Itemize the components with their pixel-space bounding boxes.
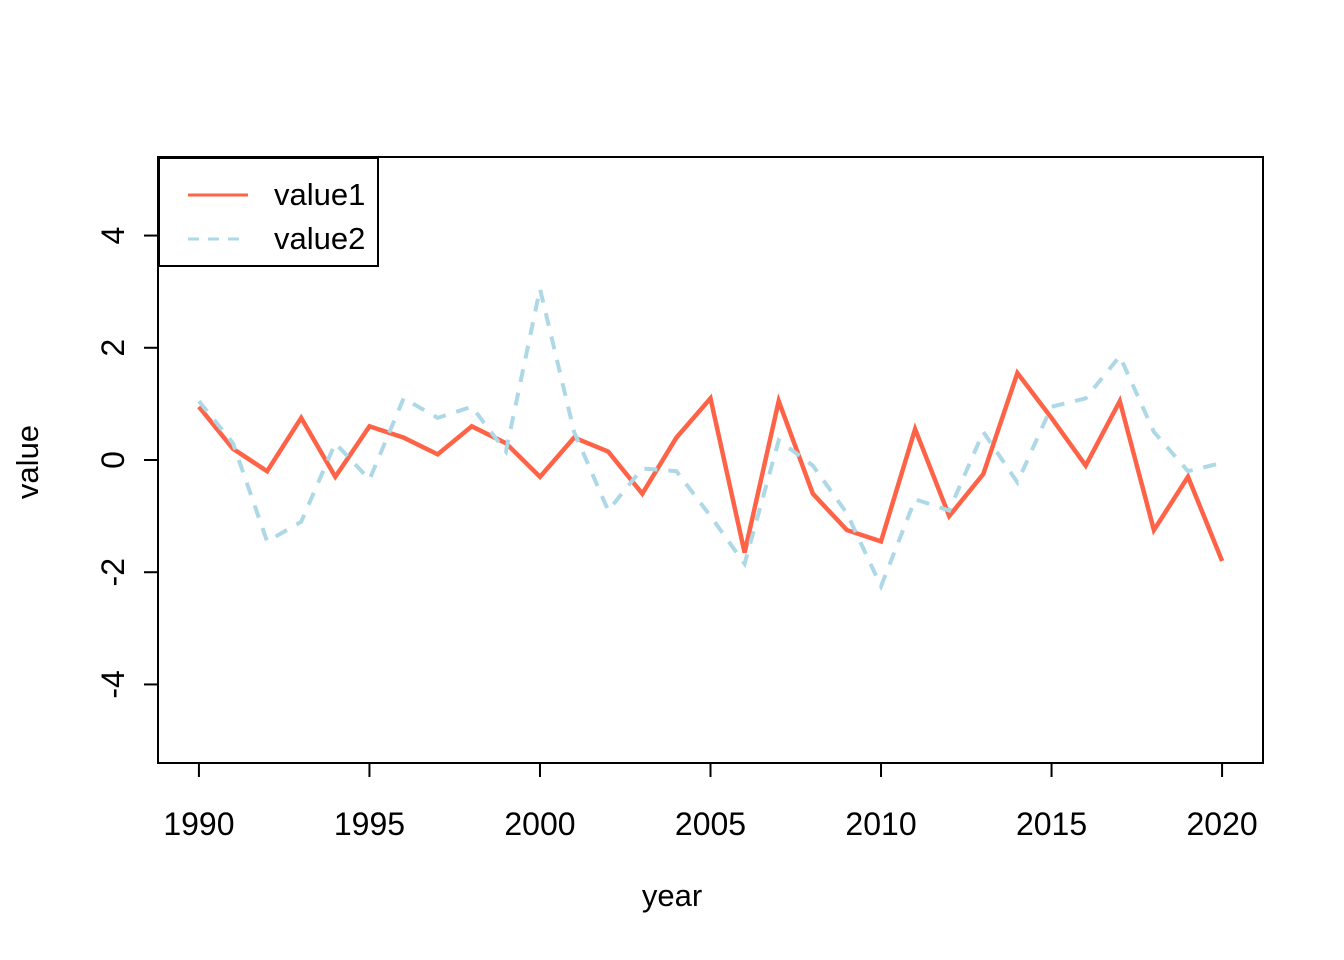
legend-line-sample-dashed	[188, 237, 248, 241]
y-tick-label: -4	[95, 670, 131, 698]
legend-box: value1 value2	[158, 157, 379, 267]
series-value2-line	[197, 288, 1223, 592]
legend-label-value2: value2	[274, 221, 366, 256]
x-tick-label: 1995	[334, 806, 405, 842]
x-axis-title: year	[641, 878, 703, 913]
series-value1-line	[197, 368, 1225, 562]
y-tick-label: -2	[95, 558, 131, 586]
x-tick-label: 1990	[163, 806, 234, 842]
y-tick-label: 2	[95, 339, 131, 357]
x-tick-label: 2000	[504, 806, 575, 842]
legend-item-value1: value1	[160, 173, 377, 217]
x-tick-label: 2010	[845, 806, 916, 842]
y-tick-label: 0	[95, 451, 131, 469]
y-axis-title: value	[10, 424, 45, 500]
y-tick-label: 4	[95, 227, 131, 245]
legend-label-value1: value1	[274, 177, 366, 212]
x-tick-label: 2005	[675, 806, 746, 842]
legend-item-value2: value2	[160, 217, 377, 261]
x-tick-label: 2020	[1186, 806, 1257, 842]
x-tick-label: 2015	[1016, 806, 1087, 842]
legend-line-sample-solid	[188, 193, 248, 197]
